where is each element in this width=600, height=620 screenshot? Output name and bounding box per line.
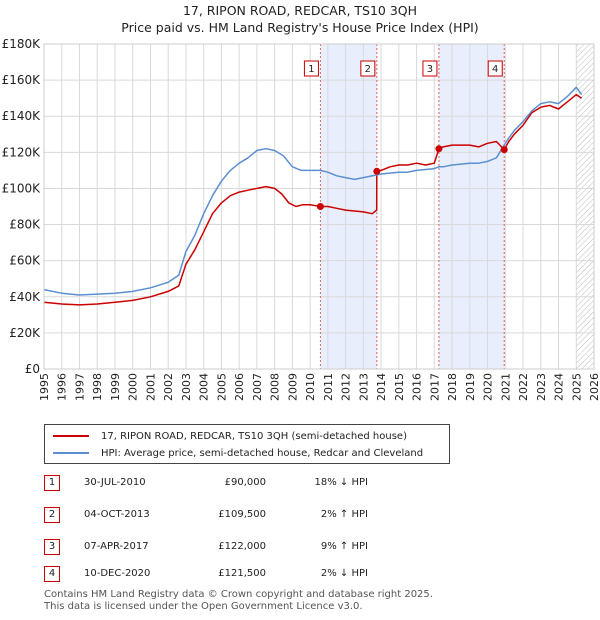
y-tick-label: £100K [2, 181, 42, 195]
y-tick-label: £120K [2, 145, 42, 159]
transaction-date: 04-OCT-2013 [84, 509, 150, 520]
y-tick-label: £160K [2, 73, 42, 87]
x-tick-label: 2011 [322, 373, 335, 401]
transaction-date: 10-DEC-2020 [84, 568, 151, 579]
transaction-price: £109,500 [218, 509, 266, 520]
chart-legend: 17, RIPON ROAD, REDCAR, TS10 3QH (semi-d… [44, 424, 450, 464]
transaction-marker [500, 146, 508, 154]
footer-licence: This data is licensed under the Open Gov… [44, 601, 363, 612]
x-tick-label: 1997 [73, 373, 86, 401]
x-tick-label: 2021 [499, 373, 512, 401]
transaction-date: 07-APR-2017 [84, 541, 149, 552]
x-tick-label: 1998 [91, 373, 104, 401]
transaction-price: £121,500 [218, 568, 266, 579]
x-tick-label: 2010 [304, 373, 317, 401]
forecast-hatch [576, 44, 594, 369]
x-tick-label: 2023 [535, 373, 548, 401]
transaction-hpi: 2% ↓ HPI [320, 568, 368, 579]
x-tick-label: 2017 [428, 373, 441, 401]
x-tick-label: 2018 [446, 373, 459, 401]
transaction-label-box [487, 60, 503, 77]
transaction-label-number: 1 [308, 64, 314, 75]
transaction-number: 4 [44, 566, 60, 582]
transaction-row: 1 30-JUL-2010 £90,000 18% ↓ HPI [44, 475, 404, 495]
plot-frame [43, 43, 595, 370]
transaction-row: 3 07-APR-2017 £122,000 9% ↑ HPI [44, 539, 404, 559]
transaction-marker [435, 145, 443, 153]
transaction-label-box [360, 60, 376, 77]
y-tick-label: £140K [2, 109, 42, 123]
shaded-period [438, 44, 505, 369]
x-tick-label: 2025 [570, 373, 583, 401]
x-tick-label: 2022 [517, 373, 530, 401]
x-tick-label: 2020 [482, 373, 495, 401]
x-tick-label: 2012 [340, 373, 353, 401]
x-tick-label: 2005 [215, 373, 228, 401]
x-tick-label: 2000 [127, 373, 140, 401]
transaction-label-box [422, 60, 438, 77]
x-tick-label: 1999 [109, 373, 122, 401]
transaction-number: 2 [44, 507, 60, 523]
transaction-label-number: 4 [492, 64, 498, 75]
x-tick-label: 2008 [269, 373, 282, 401]
x-tick-label: 2002 [162, 373, 175, 401]
transaction-row: 2 04-OCT-2013 £109,500 2% ↑ HPI [44, 507, 404, 527]
transaction-label-number: 3 [427, 64, 433, 75]
transaction-hpi: 2% ↑ HPI [320, 509, 368, 520]
y-tick-label: £80K [9, 218, 41, 232]
x-tick-label: 1995 [38, 373, 51, 401]
x-tick-label: 2004 [198, 373, 211, 401]
legend-swatch-hpi [53, 452, 89, 454]
x-tick-label: 1996 [56, 373, 69, 401]
y-tick-label: £40K [9, 290, 41, 304]
y-tick-label: £180K [2, 37, 42, 51]
x-tick-label: 2001 [144, 373, 157, 401]
chart-subtitle: Price paid vs. HM Land Registry's House … [121, 20, 479, 35]
transaction-hpi: 18% ↓ HPI [314, 477, 368, 488]
transaction-label-box [303, 60, 319, 77]
transaction-marker [316, 203, 324, 210]
y-tick-label: £0 [25, 362, 40, 376]
legend-item-hpi: HPI: Average price, semi-detached house,… [53, 445, 423, 461]
legend-item-price: 17, RIPON ROAD, REDCAR, TS10 3QH (semi-d… [53, 428, 407, 444]
x-tick-label: 2009 [286, 373, 299, 401]
price-chart: 1 2 3 4 £0 £20K £40K £60K £80K £100K £120K £140K £1… [2, 37, 600, 401]
x-tick-label: 2007 [251, 373, 264, 401]
footer-copyright: Contains HM Land Registry data © Crown c… [44, 589, 433, 600]
x-tick-label: 2016 [411, 373, 424, 401]
transaction-number: 1 [44, 475, 60, 491]
x-tick-label: 2015 [393, 373, 406, 401]
transaction-date: 30-JUL-2010 [84, 477, 146, 488]
x-tick-label: 2006 [233, 373, 246, 401]
transaction-price: £122,000 [218, 541, 266, 552]
transaction-price: £90,000 [224, 477, 266, 488]
transaction-label-number: 2 [365, 64, 371, 75]
transaction-number: 3 [44, 539, 60, 555]
hpi-line [43, 86, 583, 296]
footer: Contains HM Land Registry data © Crown c… [44, 589, 433, 613]
y-tick-label: £20K [9, 326, 41, 340]
x-tick-label: 2014 [375, 373, 388, 401]
x-tick-label: 2013 [357, 373, 370, 401]
y-tick-label: £60K [9, 254, 41, 268]
legend-label-hpi: HPI: Average price, semi-detached house,… [101, 447, 424, 459]
x-tick-label: 2003 [180, 373, 193, 401]
legend-swatch-price [53, 435, 89, 437]
transaction-row: 4 10-DEC-2020 £121,500 2% ↓ HPI [44, 566, 404, 586]
x-tick-label: 2019 [464, 373, 477, 401]
x-tick-label: 2024 [553, 373, 566, 401]
chart-title: 17, RIPON ROAD, REDCAR, TS10 3QH [182, 3, 418, 18]
legend-label-price: 17, RIPON ROAD, REDCAR, TS10 3QH (semi-d… [101, 430, 407, 442]
transaction-hpi: 9% ↑ HPI [320, 541, 368, 552]
x-tick-label: 2026 [588, 373, 600, 401]
transaction-marker [373, 167, 381, 175]
